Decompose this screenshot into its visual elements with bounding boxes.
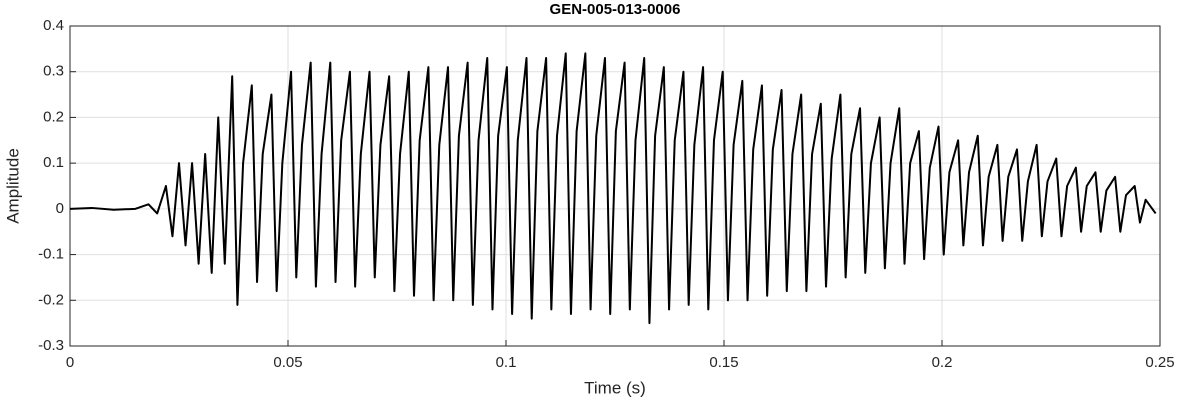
waveform-line xyxy=(69,52,1157,325)
plot-frame xyxy=(69,25,1161,347)
x-axis-label: Time (s) xyxy=(584,378,646,397)
y-tick-label: -0.3 xyxy=(38,337,64,354)
y-tick-label: 0.3 xyxy=(43,63,64,80)
x-tick-label: 0.05 xyxy=(273,354,302,371)
x-tick-label: 0.25 xyxy=(1145,354,1174,371)
y-tick-label: 0.1 xyxy=(43,154,64,171)
y-tick-label: -0.2 xyxy=(38,291,64,308)
y-axis-label: Amplitude xyxy=(3,148,22,224)
x-tick-label: 0.1 xyxy=(496,354,517,371)
x-tick-label: 0.2 xyxy=(932,354,953,371)
x-tick-label: 0.15 xyxy=(709,354,738,371)
y-tick-label: 0.2 xyxy=(43,108,64,125)
y-tick-label: -0.1 xyxy=(38,246,64,263)
x-tick-label: 0 xyxy=(66,354,74,371)
chart-title: GEN-005-013-0006 xyxy=(550,1,681,18)
y-tick-label: 0 xyxy=(56,200,64,217)
y-tick-label: 0.4 xyxy=(43,17,64,34)
